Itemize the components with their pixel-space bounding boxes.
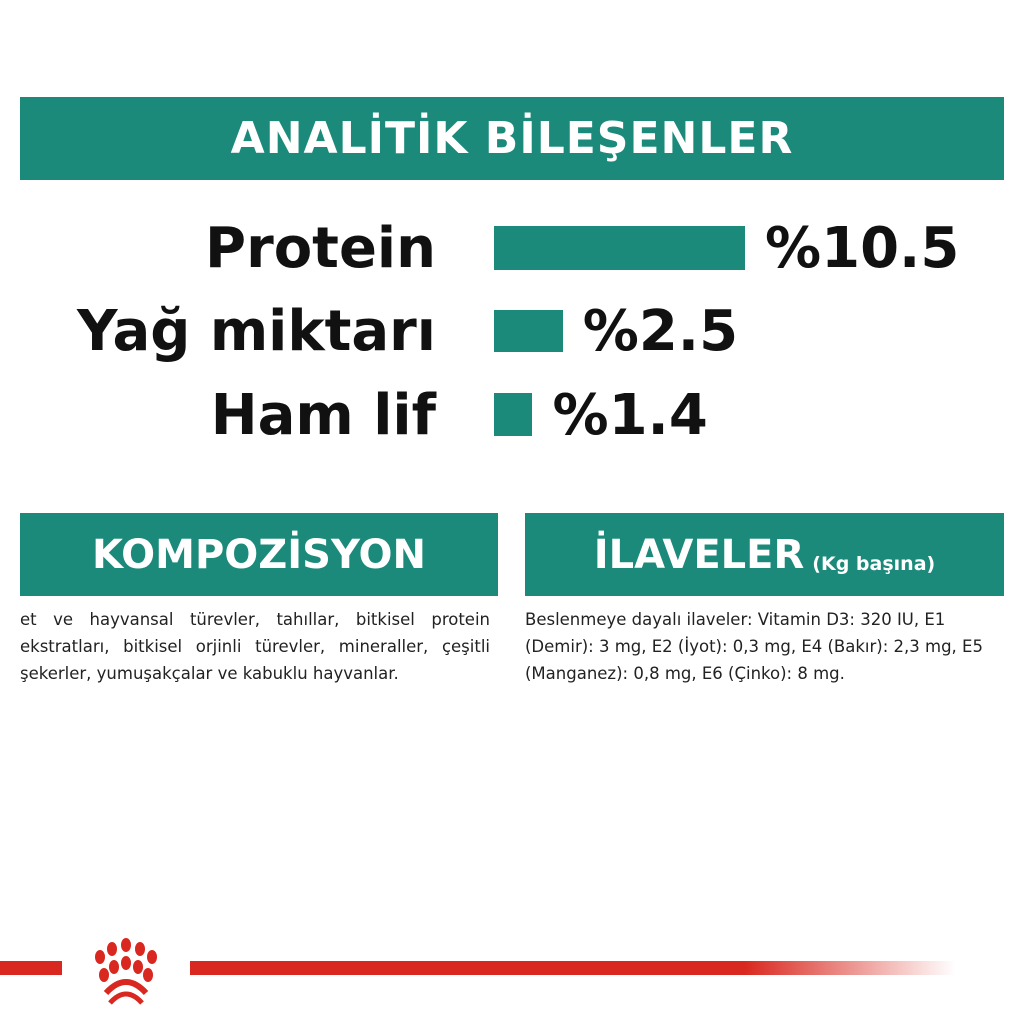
- composition-text: et ve hayvansal türevler, tahıllar, bitk…: [20, 610, 490, 683]
- additives-title: İLAVELER: [593, 531, 805, 578]
- brand-red-line: [0, 961, 955, 975]
- royal-canin-crown-icon: [62, 935, 190, 1005]
- value-label: %2.5: [582, 299, 739, 364]
- header-title: ANALİTİK BİLEŞENLER: [230, 113, 794, 164]
- category-label: Protein: [205, 216, 436, 281]
- bar-fiber: [494, 393, 533, 436]
- analytical-components-header: ANALİTİK BİLEŞENLER: [20, 97, 1004, 180]
- additives-subtitle: (Kg başına): [812, 552, 936, 575]
- additives-text: Beslenmeye dayalı ilaveler: Vitamin D3: …: [525, 610, 983, 683]
- value-label: %1.4: [552, 383, 708, 448]
- additives-header: İLAVELER (Kg başına): [525, 513, 1004, 596]
- bar-fat: [494, 310, 563, 352]
- category-label: Yağ miktarı: [77, 299, 436, 364]
- bar-protein: [494, 226, 745, 270]
- composition-title: KOMPOZİSYON: [91, 531, 427, 578]
- category-label: Ham lif: [210, 383, 436, 448]
- value-label: %10.5: [765, 216, 960, 281]
- composition-header: KOMPOZİSYON: [20, 513, 498, 596]
